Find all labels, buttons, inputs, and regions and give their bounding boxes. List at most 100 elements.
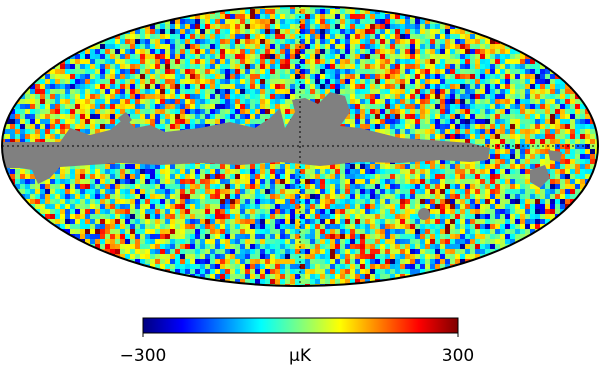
sky-pixel: [115, 199, 120, 204]
sky-pixel: [270, 214, 275, 219]
sky-pixel: [320, 89, 325, 94]
sky-pixel: [365, 24, 370, 29]
sky-pixel: [220, 64, 225, 69]
sky-pixel: [580, 179, 585, 184]
sky-pixel: [350, 164, 355, 169]
sky-pixel: [285, 169, 290, 174]
sky-pixel: [160, 59, 165, 64]
sky-pixel: [300, 189, 305, 194]
sky-pixel: [470, 99, 475, 104]
sky-pixel: [25, 124, 30, 129]
sky-pixel: [535, 64, 540, 69]
sky-pixel: [290, 169, 295, 174]
sky-pixel: [110, 84, 115, 89]
sky-pixel: [70, 99, 75, 104]
sky-pixel: [300, 174, 305, 179]
sky-pixel: [370, 64, 375, 69]
sky-pixel: [175, 244, 180, 249]
sky-pixel: [505, 194, 510, 199]
sky-pixel: [340, 89, 345, 94]
sky-pixel: [535, 134, 540, 139]
sky-pixel: [285, 204, 290, 209]
sky-pixel: [350, 69, 355, 74]
sky-pixel: [45, 84, 50, 89]
sky-pixel: [225, 44, 230, 49]
sky-pixel: [530, 209, 535, 214]
sky-pixel: [420, 189, 425, 194]
sky-pixel: [240, 64, 245, 69]
sky-pixel: [190, 69, 195, 74]
sky-pixel: [95, 199, 100, 204]
sky-pixel: [350, 29, 355, 34]
sky-pixel: [260, 24, 265, 29]
sky-pixel: [15, 134, 20, 139]
sky-pixel: [495, 104, 500, 109]
sky-pixel: [500, 134, 505, 139]
sky-pixel: [65, 209, 70, 214]
sky-pixel: [535, 129, 540, 134]
sky-pixel: [410, 124, 415, 129]
sky-pixel: [90, 84, 95, 89]
sky-pixel: [310, 64, 315, 69]
sky-pixel: [275, 69, 280, 74]
sky-pixel: [15, 174, 20, 179]
sky-pixel: [585, 189, 590, 194]
sky-pixel: [275, 224, 280, 229]
sky-pixel: [340, 204, 345, 209]
sky-pixel: [90, 104, 95, 109]
sky-pixel: [120, 184, 125, 189]
sky-pixel: [550, 134, 555, 139]
sky-pixel: [440, 234, 445, 239]
sky-pixel: [125, 34, 130, 39]
sky-pixel: [185, 79, 190, 84]
sky-pixel: [75, 89, 80, 94]
sky-pixel: [210, 214, 215, 219]
sky-pixel: [465, 199, 470, 204]
sky-pixel: [75, 194, 80, 199]
sky-pixel: [55, 89, 60, 94]
sky-pixel: [90, 79, 95, 84]
sky-pixel: [110, 204, 115, 209]
sky-pixel: [120, 84, 125, 89]
sky-pixel: [275, 44, 280, 49]
sky-pixel: [520, 164, 525, 169]
sky-pixel: [510, 84, 515, 89]
sky-pixel: [540, 229, 545, 234]
sky-pixel: [260, 219, 265, 224]
sky-pixel: [260, 54, 265, 59]
sky-pixel: [45, 99, 50, 104]
sky-pixel: [235, 89, 240, 94]
sky-pixel: [240, 54, 245, 59]
sky-pixel: [285, 234, 290, 239]
sky-pixel: [440, 129, 445, 134]
sky-pixel: [300, 214, 305, 219]
sky-pixel: [115, 224, 120, 229]
sky-pixel: [465, 164, 470, 169]
sky-pixel: [510, 209, 515, 214]
sky-pixel: [150, 69, 155, 74]
sky-pixel: [335, 189, 340, 194]
sky-pixel: [225, 19, 230, 24]
sky-pixel: [255, 79, 260, 84]
sky-pixel: [245, 109, 250, 114]
sky-pixel: [40, 194, 45, 199]
sky-pixel: [390, 14, 395, 19]
sky-pixel: [385, 184, 390, 189]
sky-pixel: [255, 174, 260, 179]
sky-pixel: [415, 109, 420, 114]
sky-pixel: [450, 114, 455, 119]
sky-pixel: [280, 64, 285, 69]
sky-pixel: [455, 74, 460, 79]
sky-pixel: [410, 64, 415, 69]
sky-pixel: [490, 99, 495, 104]
sky-pixel: [410, 234, 415, 239]
sky-pixel: [265, 79, 270, 84]
sky-pixel: [80, 244, 85, 249]
sky-pixel: [260, 209, 265, 214]
sky-pixel: [515, 129, 520, 134]
sky-pixel: [125, 44, 130, 49]
sky-pixel: [385, 229, 390, 234]
sky-pixel: [505, 199, 510, 204]
sky-pixel: [395, 129, 400, 134]
sky-pixel: [175, 214, 180, 219]
